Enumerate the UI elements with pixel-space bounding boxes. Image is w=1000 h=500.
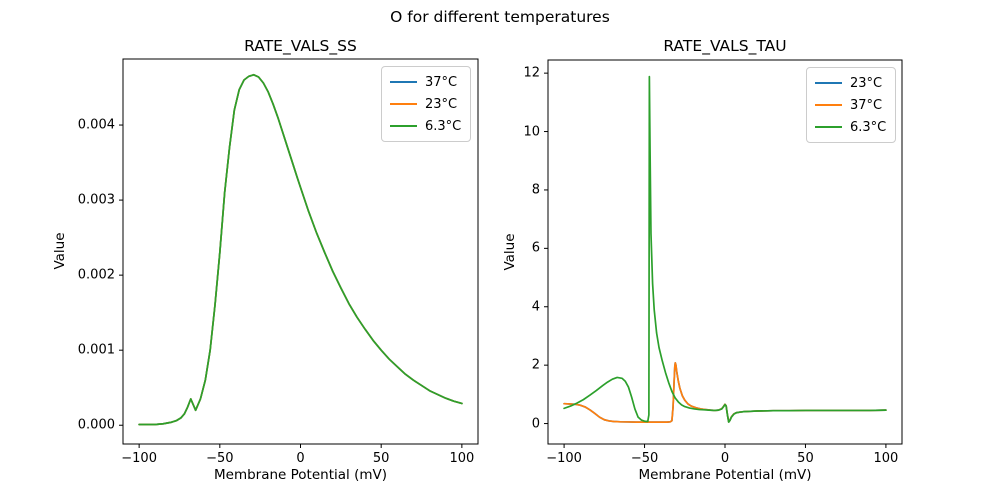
y-tick-label: 6 xyxy=(531,240,540,256)
x-tick-label: 50 xyxy=(372,451,390,466)
legend-label: 6.3°C xyxy=(850,119,887,135)
legend-label: 23°C xyxy=(425,96,458,112)
legend-label: 37°C xyxy=(850,97,883,113)
y-tick-label: 8 xyxy=(531,182,540,198)
y-tick-label: 10 xyxy=(523,124,540,140)
legend-tau: 23°C 37°C 6.3°C xyxy=(806,67,897,143)
curve-23C-tau xyxy=(563,361,887,423)
x-tick-label: 0 xyxy=(296,451,305,466)
y-tick-label: 0.004 xyxy=(77,117,115,133)
x-tick-label: 50 xyxy=(797,451,814,466)
curve-6.3C-ss xyxy=(138,73,463,426)
legend-line-sample-blue xyxy=(390,81,417,83)
y-tick-label: 0.002 xyxy=(77,267,115,283)
legend-item-37c: 37°C xyxy=(390,71,461,93)
y-tick-label: 0.000 xyxy=(77,417,115,433)
legend-ss: 37°C 23°C 6.3°C xyxy=(381,66,472,142)
legend-label: 37°C xyxy=(425,74,458,90)
curve-6.3C-tau xyxy=(563,75,887,423)
legend-line-sample-green xyxy=(390,125,417,127)
legend-item-37c: 37°C xyxy=(815,94,886,116)
subplot-tau-title: RATE_VALS_TAU xyxy=(663,37,787,55)
x-tick-label: −100 xyxy=(546,451,582,466)
y-tick-label: 0.003 xyxy=(77,192,115,208)
x-tick-label: 100 xyxy=(873,451,899,466)
y-tick-label: 2 xyxy=(531,357,540,373)
curve-37C-tau xyxy=(563,361,887,423)
legend-line-sample-green xyxy=(815,126,842,128)
y-axis-label-ss: Value xyxy=(52,232,68,270)
x-axis-label-tau: Membrane Potential (mV) xyxy=(638,467,812,483)
legend-line-sample-orange xyxy=(815,104,842,106)
legend-label: 23°C xyxy=(850,75,883,91)
legend-item-23c: 23°C xyxy=(390,93,461,115)
x-tick-label: −50 xyxy=(206,451,234,466)
figure-suptitle: O for different temperatures xyxy=(390,8,610,26)
y-tick-label: 0.001 xyxy=(77,342,115,358)
x-tick-label: −50 xyxy=(630,451,659,466)
y-tick-label: 4 xyxy=(531,299,540,315)
y-tick-label: 0 xyxy=(531,416,540,432)
x-tick-label: −100 xyxy=(121,451,157,466)
legend-item-6-3c: 6.3°C xyxy=(815,116,886,138)
legend-label: 6.3°C xyxy=(425,118,462,134)
legend-item-6-3c: 6.3°C xyxy=(390,115,461,137)
x-tick-label: 100 xyxy=(449,451,475,466)
legend-line-sample-orange xyxy=(390,103,417,105)
legend-item-23c: 23°C xyxy=(815,72,886,94)
y-tick-label: 12 xyxy=(523,65,540,81)
x-axis-label-ss: Membrane Potential (mV) xyxy=(213,467,387,483)
subplot-ss-title: RATE_VALS_SS xyxy=(244,37,357,55)
x-tick-label: 0 xyxy=(720,451,730,466)
y-axis-label-tau: Value xyxy=(502,233,518,271)
legend-line-sample-blue xyxy=(815,82,842,84)
